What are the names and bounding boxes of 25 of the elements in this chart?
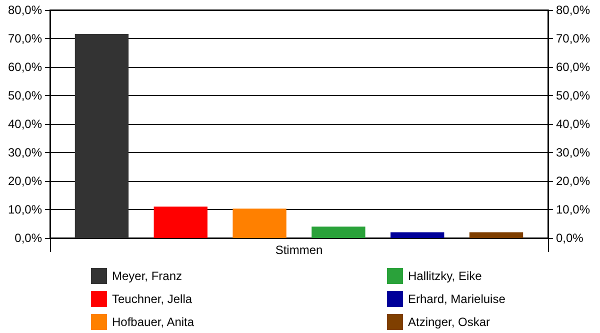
- text: 50,0%: [556, 88, 590, 102]
- y-tick-label: 10,0%: [8, 202, 42, 216]
- x-tick-label: Stimmen: [275, 243, 323, 257]
- legend-label: Hofbauer, Anita: [112, 315, 194, 329]
- y-tick-label: 80,0%: [8, 3, 42, 17]
- y-tick-label: 0,0%: [14, 231, 42, 245]
- text: 10,0%: [556, 202, 590, 216]
- legend-label: Teuchner, Jella: [112, 292, 192, 306]
- legend-label: Hallitzky, Eike: [408, 269, 482, 283]
- y-tick-label: 20,0%: [8, 174, 42, 188]
- y-tick-label: 50,0%: [8, 88, 42, 102]
- text: 0,0%: [556, 231, 584, 245]
- y-tick-label: 40,0%: [8, 117, 42, 131]
- legend-label: Meyer, Franz: [112, 269, 182, 283]
- y-tick-label: 30,0%: [8, 146, 42, 160]
- text: 80,0%: [556, 3, 590, 17]
- legend-label: Atzinger, Oskar: [408, 315, 490, 329]
- y-tick-label: 60,0%: [8, 60, 42, 74]
- text: 40,0%: [556, 117, 590, 131]
- text: 20,0%: [556, 174, 590, 188]
- text: 60,0%: [556, 60, 590, 74]
- y-tick-label: 70,0%: [8, 32, 42, 46]
- text: 30,0%: [556, 146, 590, 160]
- text: 70,0%: [556, 32, 590, 46]
- legend-label: Erhard, Marieluise: [408, 292, 506, 306]
